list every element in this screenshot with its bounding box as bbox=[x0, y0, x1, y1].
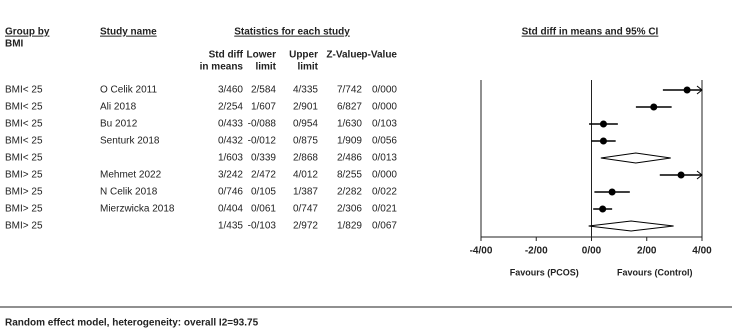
stat-cell: -0/012 bbox=[248, 136, 277, 147]
group-cell: BMI< 25 bbox=[5, 119, 43, 130]
stat-cell: 0/339 bbox=[251, 153, 276, 164]
x-tick-label: -2/00 bbox=[525, 246, 548, 257]
stat-cell: 2/868 bbox=[293, 153, 318, 164]
stat-cell: 2/901 bbox=[293, 102, 318, 113]
footer: Random effect model, heterogeneity: over… bbox=[5, 318, 259, 329]
stat-cell: 2/306 bbox=[337, 204, 362, 215]
point-estimate bbox=[677, 171, 685, 179]
stat-cell: 0/747 bbox=[293, 204, 318, 215]
stat-cell: 1/387 bbox=[293, 187, 318, 198]
ci-arrow bbox=[696, 170, 703, 180]
stat-cell: 2/472 bbox=[251, 170, 276, 181]
ci-arrow bbox=[696, 85, 703, 95]
group-cell: BMI< 25 bbox=[5, 85, 43, 96]
stat-cell: 0/056 bbox=[372, 136, 397, 147]
stat-cell: 0/432 bbox=[218, 136, 243, 147]
stat-cell: -0/103 bbox=[248, 221, 277, 232]
stat-cell: 0/000 bbox=[372, 85, 397, 96]
stat-cell: 1/603 bbox=[218, 153, 243, 164]
stat-cell: 0/103 bbox=[372, 119, 397, 130]
stat-cell: 2/282 bbox=[337, 187, 362, 198]
group-cell: BMI< 25 bbox=[5, 136, 43, 147]
group-cell: BMI> 25 bbox=[5, 170, 43, 181]
stat-cell: 0/433 bbox=[218, 119, 243, 130]
favours-left: Favours (PCOS) bbox=[510, 267, 579, 277]
stat-cell: 6/827 bbox=[337, 102, 362, 113]
stat-cell: 4/012 bbox=[293, 170, 318, 181]
stat-cell: 1/909 bbox=[337, 136, 362, 147]
stat-cell: 2/254 bbox=[218, 102, 243, 113]
stat-cell: 0/875 bbox=[293, 136, 318, 147]
column-header: limit bbox=[297, 62, 318, 73]
stat-cell: 7/742 bbox=[337, 85, 362, 96]
stat-cell: 2/486 bbox=[337, 153, 362, 164]
plot-header: Std diff in means and 95% CI bbox=[522, 27, 659, 38]
stat-cell: 3/460 bbox=[218, 85, 243, 96]
column-header: p-Value bbox=[361, 50, 397, 61]
study-cell: O Celik 2011 bbox=[100, 85, 158, 96]
summary-diamond bbox=[588, 220, 674, 232]
group-by-header: Group by bbox=[5, 27, 50, 38]
x-tick-label: 2/00 bbox=[637, 246, 657, 257]
stat-cell: -0/088 bbox=[248, 119, 277, 130]
stat-cell: 0/013 bbox=[372, 153, 397, 164]
stat-cell: 2/972 bbox=[293, 221, 318, 232]
x-tick-label: 0/00 bbox=[582, 246, 602, 257]
stat-cell: 0/061 bbox=[251, 204, 276, 215]
group-cell: BMI> 25 bbox=[5, 187, 43, 198]
group-cell: BMI> 25 bbox=[5, 204, 43, 215]
group-sub-header: BMI bbox=[5, 39, 24, 50]
stat-cell: 1/435 bbox=[218, 221, 243, 232]
stat-cell: 0/022 bbox=[372, 187, 397, 198]
x-tick-label: 4/00 bbox=[692, 246, 712, 257]
point-estimate bbox=[599, 137, 607, 145]
stat-cell: 1/829 bbox=[337, 221, 362, 232]
stat-cell: 4/335 bbox=[293, 85, 318, 96]
study-cell: N Celik 2018 bbox=[100, 187, 158, 198]
stat-cell: 0/000 bbox=[372, 102, 397, 113]
column-header: limit bbox=[255, 62, 276, 73]
stat-cell: 1/607 bbox=[251, 102, 276, 113]
point-estimate bbox=[599, 120, 607, 128]
stat-cell: 0/021 bbox=[372, 204, 397, 215]
group-cell: BMI< 25 bbox=[5, 153, 43, 164]
stat-cell: 2/584 bbox=[251, 85, 276, 96]
study-cell: Senturk 2018 bbox=[100, 136, 160, 147]
study-cell: Mierzwicka 2018 bbox=[100, 204, 175, 215]
column-header: Lower bbox=[247, 50, 277, 61]
column-header: Z-Value bbox=[326, 50, 362, 61]
stat-cell: 0/954 bbox=[293, 119, 318, 130]
point-estimate bbox=[650, 103, 658, 111]
stat-cell: 1/630 bbox=[337, 119, 362, 130]
group-cell: BMI< 25 bbox=[5, 102, 43, 113]
favours-right: Favours (Control) bbox=[617, 267, 693, 277]
summary-diamond bbox=[600, 152, 671, 164]
stat-cell: 0/746 bbox=[218, 187, 243, 198]
column-header: Upper bbox=[289, 50, 318, 61]
point-estimate bbox=[608, 188, 616, 196]
stat-cell: 0/067 bbox=[372, 221, 397, 232]
stat-cell: 0/000 bbox=[372, 170, 397, 181]
stat-cell: 0/105 bbox=[251, 187, 276, 198]
study-cell: Mehmet 2022 bbox=[100, 170, 162, 181]
stat-cell: 8/255 bbox=[337, 170, 362, 181]
column-header: Std diff bbox=[209, 50, 244, 61]
study-cell: Ali 2018 bbox=[100, 102, 137, 113]
point-estimate bbox=[599, 205, 607, 213]
study-cell: Bu 2012 bbox=[100, 119, 138, 130]
group-cell: BMI> 25 bbox=[5, 221, 43, 232]
stat-cell: 0/404 bbox=[218, 204, 243, 215]
point-estimate bbox=[683, 86, 691, 94]
study-name-header: Study name bbox=[100, 27, 157, 38]
stat-cell: 3/242 bbox=[218, 170, 243, 181]
stats-header: Statistics for each study bbox=[234, 27, 350, 38]
x-tick-label: -4/00 bbox=[470, 246, 493, 257]
column-header: in means bbox=[200, 62, 244, 73]
